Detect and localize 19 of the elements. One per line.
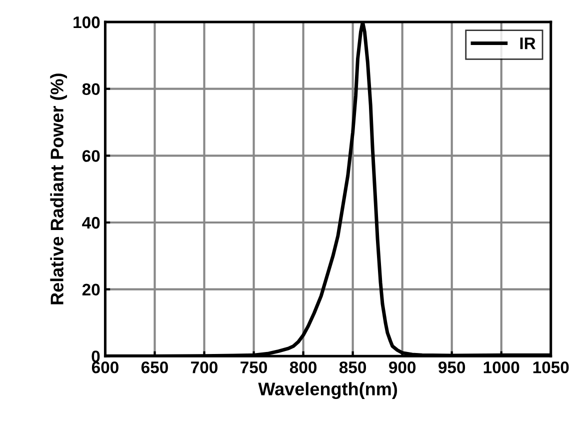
y-tick-label: 100 <box>74 16 100 28</box>
x-tick-label: 1000 <box>484 361 520 374</box>
x-tick-label: 950 <box>438 361 466 374</box>
x-tick-label: 850 <box>339 361 366 374</box>
y-axis-title: Relative Radiant Power (%) <box>50 74 68 304</box>
x-tick-label: 700 <box>191 361 218 374</box>
x-tick-label: 1050 <box>533 361 569 374</box>
x-tick-label: 750 <box>240 361 267 374</box>
y-tick-label: 40 <box>82 216 100 229</box>
x-tick-label: 900 <box>388 361 416 374</box>
y-tick-label: 20 <box>82 284 100 296</box>
y-tick-label: 80 <box>82 83 100 96</box>
x-tick-label: 800 <box>290 361 317 374</box>
y-tick-label: 0 <box>92 350 100 362</box>
x-tick-label: 600 <box>92 361 118 374</box>
x-axis-title: Wavelength(nm) <box>258 382 398 400</box>
legend-label: IR <box>520 38 536 50</box>
y-tick-label: 60 <box>82 150 100 162</box>
x-tick-label: 650 <box>141 361 168 374</box>
